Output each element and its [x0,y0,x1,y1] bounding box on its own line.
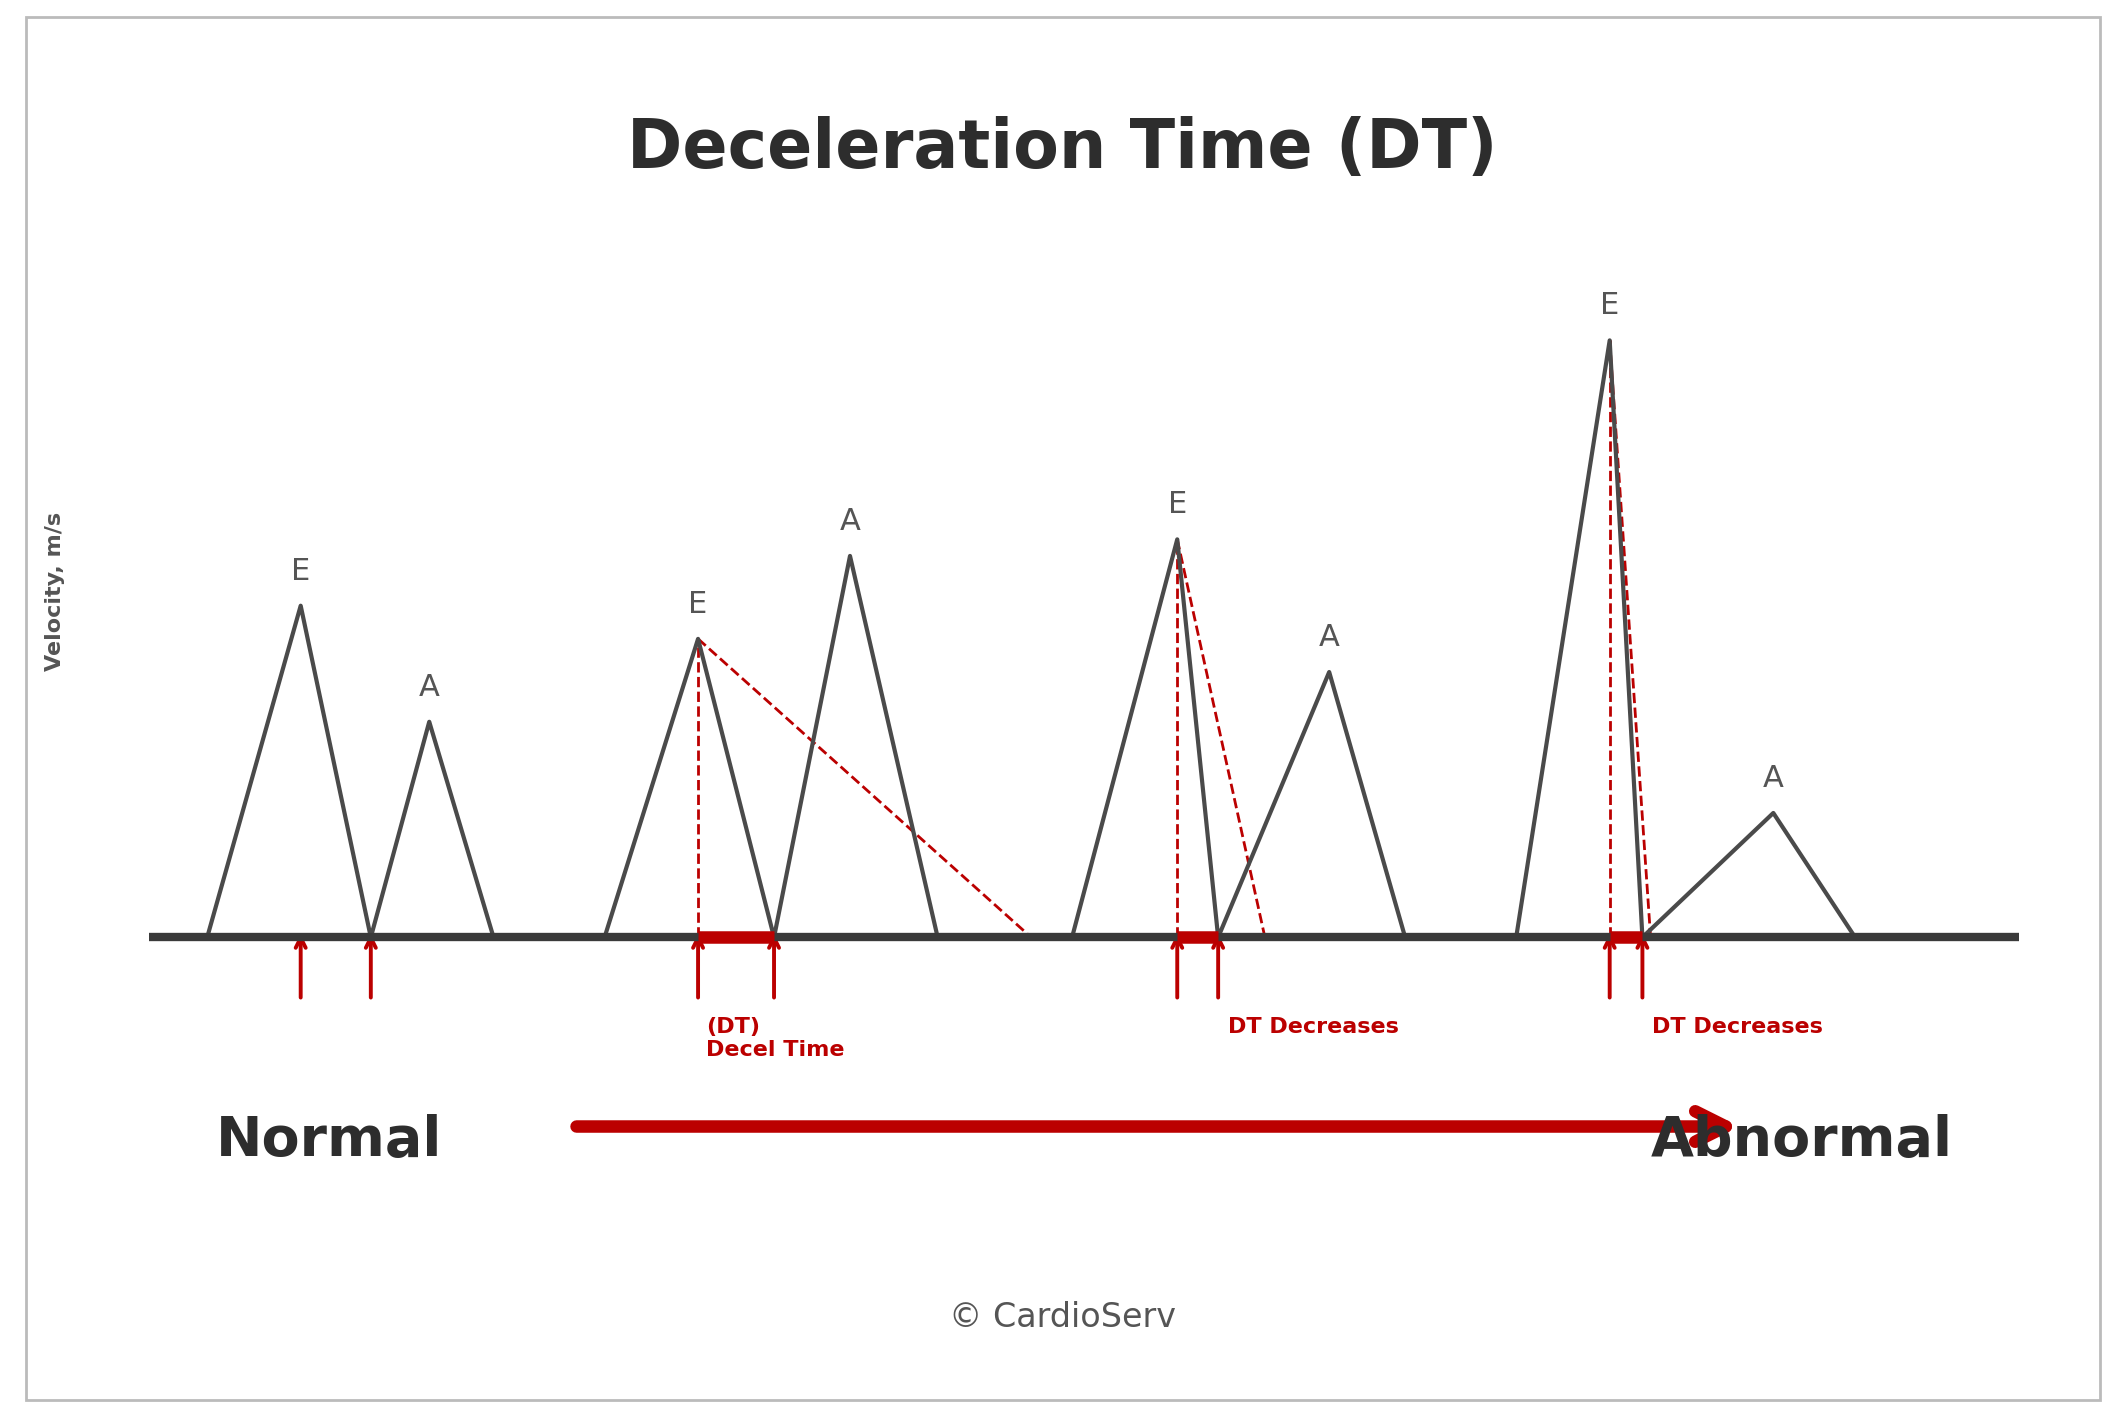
Text: A: A [839,507,861,536]
Text: Abnormal: Abnormal [1651,1114,1953,1168]
Text: E: E [1167,490,1188,520]
Text: DT Decreases: DT Decreases [1651,1017,1823,1037]
Text: Normal: Normal [217,1114,442,1168]
Text: DT Decreases: DT Decreases [1228,1017,1398,1037]
Text: Velocity, m/s: Velocity, m/s [45,512,66,672]
Text: A: A [1764,764,1783,794]
Text: E: E [688,589,708,619]
Text: A: A [1320,623,1339,652]
Text: A: A [419,673,440,701]
Text: E: E [291,557,310,585]
Text: © CardioServ: © CardioServ [950,1301,1175,1335]
Text: E: E [1600,292,1619,320]
Text: Deceleration Time (DT): Deceleration Time (DT) [627,116,1498,181]
Text: (DT)
Decel Time: (DT) Decel Time [706,1017,846,1060]
